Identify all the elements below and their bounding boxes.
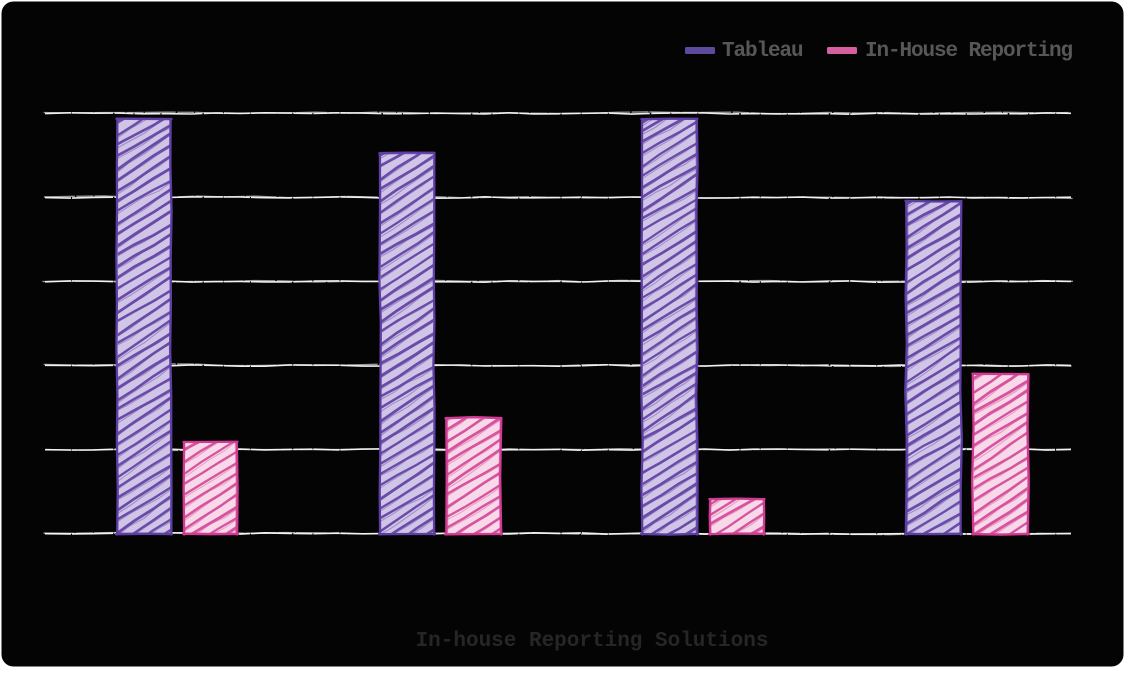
svg-text:Tableau: Tableau <box>722 40 803 63</box>
svg-text:In-house Reporting Solutions: In-house Reporting Solutions <box>416 630 769 653</box>
svg-text:In-House Reporting: In-House Reporting <box>865 40 1073 63</box>
